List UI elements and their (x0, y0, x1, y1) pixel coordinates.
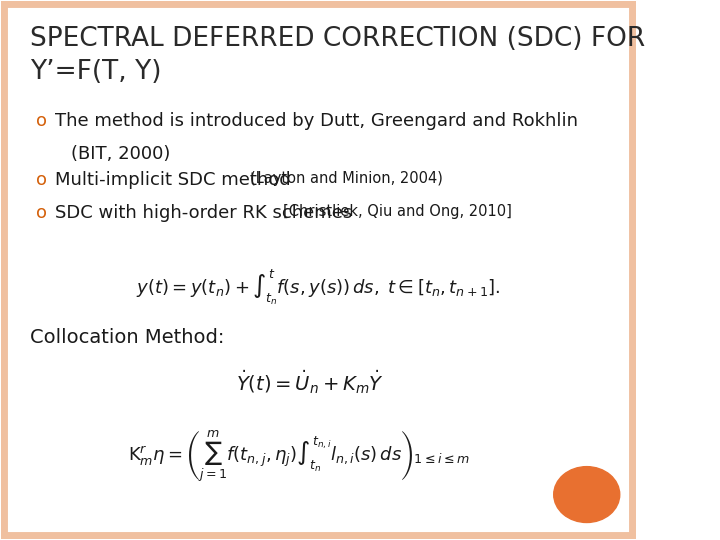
Text: o: o (36, 112, 48, 130)
Text: The method is introduced by Dutt, Greengard and Rokhlin: The method is introduced by Dutt, Greeng… (55, 112, 578, 130)
Text: (Layton and Minion, 2004): (Layton and Minion, 2004) (251, 171, 443, 186)
Circle shape (554, 467, 620, 523)
Text: [Christliek, Qiu and Ong, 2010]: [Christliek, Qiu and Ong, 2010] (283, 205, 511, 219)
Text: $\mathrm{K}_m^r \eta = \left(\sum_{j=1}^{m} f(t_{n,j},\eta_j)\int_{t_n}^{t_{n,i}: $\mathrm{K}_m^r \eta = \left(\sum_{j=1}^… (128, 428, 470, 484)
Text: o: o (36, 205, 48, 222)
Text: Multi-implicit SDC method: Multi-implicit SDC method (55, 171, 297, 188)
Text: (BIT, 2000): (BIT, 2000) (71, 145, 171, 164)
Text: Y’=F(T, Y): Y’=F(T, Y) (30, 59, 161, 85)
Text: Collocation Method:: Collocation Method: (30, 328, 225, 347)
Text: $\dot{Y}(t) = \dot{U}_n + K_m\dot{Y}$: $\dot{Y}(t) = \dot{U}_n + K_m\dot{Y}$ (236, 368, 384, 396)
Text: SDC with high-order RK schemes: SDC with high-order RK schemes (55, 205, 359, 222)
Text: o: o (36, 171, 48, 188)
Text: $y(t) = y(t_n) + \int_{t_n}^{t} f(s,y(s))\,ds,\; t \in [t_n, t_{n+1}].$: $y(t) = y(t_n) + \int_{t_n}^{t} f(s,y(s)… (137, 267, 501, 307)
Text: SPECTRAL DEFERRED CORRECTION (SDC) FOR: SPECTRAL DEFERRED CORRECTION (SDC) FOR (30, 25, 645, 51)
FancyBboxPatch shape (1, 2, 636, 538)
